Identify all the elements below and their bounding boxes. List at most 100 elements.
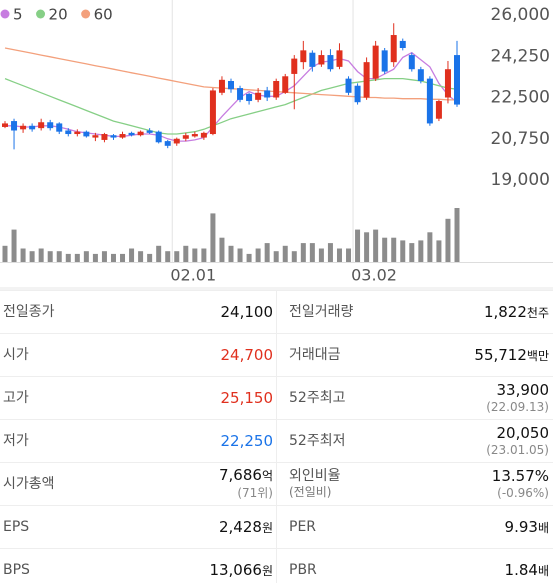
cell-label-box: 전일거래량 xyxy=(289,304,353,320)
table-row: 저가 22,250 52주최저 20,050 (23.01.05) xyxy=(0,419,553,462)
candle-body xyxy=(408,55,415,70)
volume-bar xyxy=(120,253,126,262)
cell-sub: (71위) xyxy=(237,486,273,500)
candle-body xyxy=(11,121,18,131)
cell-label-box: 외인비율 (전일비) xyxy=(289,468,341,500)
volume-bar xyxy=(300,243,306,262)
volume-bar xyxy=(29,251,35,262)
legend-swatch xyxy=(81,9,91,19)
cell-label-box: 전일종가 xyxy=(3,304,55,320)
candle-body xyxy=(318,55,325,65)
cell-value-box: 55,712백만 xyxy=(474,346,549,365)
volume-bar xyxy=(282,245,288,262)
cell-value-line: 2,428원 xyxy=(219,518,273,537)
cell-label-box: 시가 xyxy=(3,347,29,363)
volume-bar xyxy=(454,208,460,262)
cell-sub: (23.01.05) xyxy=(486,442,549,457)
cell-label-box: 저가 xyxy=(3,433,29,449)
cell-label: 외인비율 xyxy=(289,468,341,484)
volume-bar xyxy=(382,237,388,262)
x-tick-label: 03.02 xyxy=(351,266,397,285)
candle-body xyxy=(454,55,460,105)
cell-value-line: 33,900 xyxy=(486,381,550,399)
chart: 26,000 24,250 22,500 20,750 19,000 02.01 03.02… xyxy=(0,0,553,290)
volume-bar xyxy=(56,251,62,262)
cell-value-line: 7,686억 xyxy=(219,466,273,485)
candle-body xyxy=(417,69,424,81)
candle-body xyxy=(200,132,207,138)
cell-value-box: 2,428원 xyxy=(219,518,273,537)
volume-bar xyxy=(291,251,297,262)
candle-body xyxy=(444,69,451,98)
volume-bar xyxy=(318,248,324,262)
cell-value: 25,150 xyxy=(220,389,274,407)
table-row: 전일종가 24,100 전일거래량 1,822천주 xyxy=(0,290,553,333)
y-tick-label: 24,250 xyxy=(491,46,550,66)
volume-bar xyxy=(11,229,17,262)
cell-label-box: 52주최고 xyxy=(289,390,345,406)
volume-bar xyxy=(427,232,433,262)
cell-unit: 배 xyxy=(537,520,549,535)
volume-bar xyxy=(47,251,53,262)
cell-value-line: 55,712백만 xyxy=(474,346,549,365)
cell-label: 고가 xyxy=(3,390,29,406)
volume-bar xyxy=(201,248,207,262)
volume-bar xyxy=(246,253,252,262)
volume-bar xyxy=(237,248,243,262)
candle-body xyxy=(435,101,442,119)
cell-value-box: 24,700 xyxy=(221,346,274,364)
cell-label: 52주최저 xyxy=(289,433,346,449)
candle-body xyxy=(336,50,343,67)
candle-body xyxy=(29,125,36,130)
cell-value: 1,822 xyxy=(483,302,527,321)
volume-bar xyxy=(101,251,107,262)
candle-body xyxy=(128,132,135,136)
volume-bar xyxy=(391,237,397,262)
volume-bar xyxy=(192,248,198,262)
table-cell: 거래대금 55,712백만 xyxy=(276,334,552,376)
candle-body xyxy=(20,125,27,130)
volume-bar xyxy=(327,243,333,262)
cell-label: 시가 xyxy=(3,347,29,363)
table-cell: EPS 2,428원 xyxy=(0,506,276,548)
candle-body xyxy=(110,135,117,138)
candle-body xyxy=(291,58,298,74)
volume-bar xyxy=(92,253,98,262)
cell-label-box: 시가총액 xyxy=(3,476,55,492)
volume-bar xyxy=(165,251,171,262)
legend-label: 5 xyxy=(13,6,23,24)
legend-label: 60 xyxy=(94,6,113,24)
candle-body xyxy=(38,122,45,129)
cell-label-box: EPS xyxy=(3,519,29,535)
cell-value: 24,100 xyxy=(220,303,274,321)
volume-bar xyxy=(346,248,352,262)
candle-body xyxy=(92,135,99,138)
volume-bar xyxy=(110,253,116,262)
cell-sub: (22.09.13) xyxy=(486,399,549,414)
cell-value-line: 13,066원 xyxy=(209,561,273,580)
cell-label: 전일종가 xyxy=(3,304,55,320)
volume-bar xyxy=(373,229,379,262)
cell-unit: 억 xyxy=(261,469,273,483)
candle-body xyxy=(74,131,81,135)
table-row: EPS 2,428원 PER 9.93배 xyxy=(0,505,553,548)
cell-value: 24,700 xyxy=(220,346,274,364)
candle-body xyxy=(372,45,379,79)
x-tick-label: 02.01 xyxy=(170,266,216,285)
candle-body xyxy=(426,78,433,124)
cell-unit: 원 xyxy=(261,520,273,535)
candle-body xyxy=(146,130,153,133)
volume-bar xyxy=(183,245,189,262)
volume-bar xyxy=(273,251,279,262)
candle-body xyxy=(273,81,280,98)
table-row: BPS 13,066원 PBR 1.84배 xyxy=(0,548,553,583)
cell-value-line: 24,100 xyxy=(221,303,274,321)
y-tick-label: 26,000 xyxy=(491,5,550,25)
volume-bar xyxy=(219,237,225,262)
cell-value-line: 25,150 xyxy=(221,389,274,407)
volume-bar xyxy=(355,229,361,262)
table-cell: 저가 22,250 xyxy=(0,420,276,462)
candle-body xyxy=(137,131,144,136)
cell-value: 9.93 xyxy=(504,517,538,536)
cell-value-box: 20,050 (23.01.05) xyxy=(486,424,549,459)
